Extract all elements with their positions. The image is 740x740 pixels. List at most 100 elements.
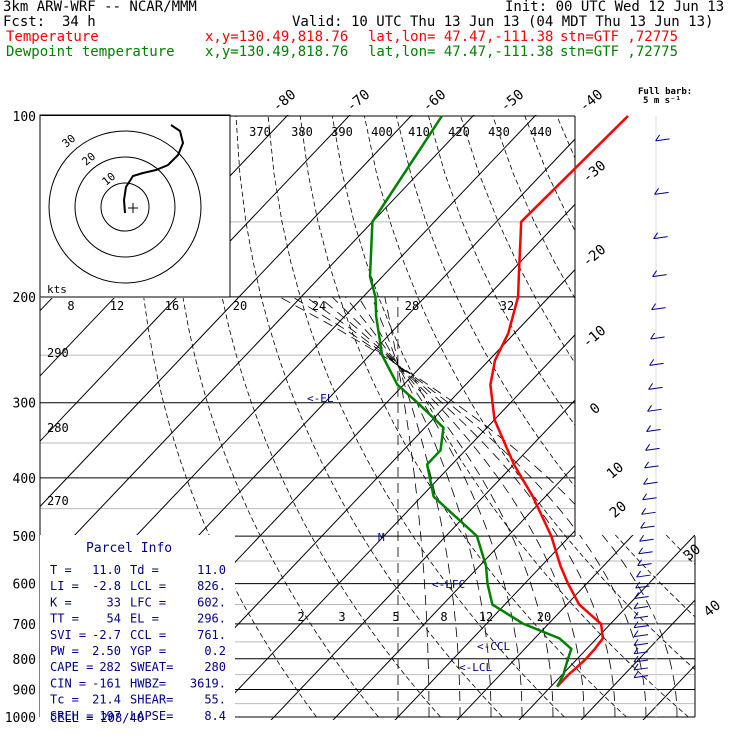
pressure-label-500: 500 — [13, 530, 36, 545]
isotherm-right-label--20: -20 — [580, 242, 610, 271]
wind-barb-flag-360 — [645, 444, 651, 451]
dry-adiabat-290-0 — [267, 115, 413, 535]
dry-adiabat-270-0 — [203, 115, 312, 535]
full-barb-units: 5 m s⁻¹ — [643, 96, 681, 106]
moist-adiabat-35-0 — [279, 296, 575, 505]
pressure-label-200: 200 — [13, 291, 36, 306]
dry-adiabat-260-1 — [259, 535, 379, 718]
parcel-label2-1: LCL = — [130, 579, 166, 593]
parcel-value-7: -161 — [92, 676, 121, 690]
moist-adiabat-25-1 — [556, 535, 616, 718]
dry-adiabat-370-0 — [524, 115, 575, 232]
dry-adiabat-430-0 — [717, 116, 740, 717]
wind-barb-flag-760 — [633, 639, 639, 646]
wind-barb-flag-385 — [644, 461, 650, 469]
isotherm-20-1 — [580, 599, 695, 720]
isotherm-right-label--10: -10 — [580, 323, 610, 352]
dry-adiabat-380-0 — [556, 115, 575, 160]
wind-barb-410 — [643, 481, 658, 485]
wind-barb-285 — [648, 386, 663, 390]
moist-adiabat-25-0 — [305, 296, 558, 535]
isotherm--100-0 — [40, 115, 413, 508]
wind-barb-flag-635 — [634, 592, 640, 599]
parcel-label2-8: SHEAR= — [130, 693, 173, 707]
parcel-value-6: 282 — [99, 660, 121, 674]
isotherm--80-0 — [136, 115, 537, 535]
dry-adiabat-310-1 — [513, 535, 689, 718]
hodograph-kts-label: kts — [47, 283, 67, 296]
wind-barb-260 — [649, 362, 664, 366]
mixing-ratio-label-20: 20 — [233, 299, 247, 313]
parcel-value2-5: 0.2 — [204, 644, 226, 658]
temperature-xy: x,y=130.49,818.76 — [205, 29, 349, 45]
moist-adiabat-0-0 — [371, 296, 444, 535]
wind-barb-flag-135 — [654, 188, 660, 195]
adiabat-left-label-290: 290 — [47, 346, 69, 360]
parcel-label2-4: CCL = — [130, 628, 166, 642]
isotherm--50-1 — [146, 535, 324, 720]
isotherm-right-label-10: 10 — [604, 459, 627, 482]
wind-barb-flag-335 — [646, 425, 652, 432]
wind-barb-flag-510 — [639, 534, 645, 542]
isotherm-40-0 — [696, 88, 740, 729]
ccl-marker: <-CCL — [477, 640, 510, 653]
wind-barb-135 — [654, 191, 669, 195]
isotherm-top-label--50: -50 — [498, 87, 528, 116]
mixing-ratio-label-24: 24 — [312, 299, 326, 313]
dry-adiabat-260-0 — [171, 115, 261, 535]
isotherm-top-label--70: -70 — [344, 87, 374, 116]
hodograph-frame — [39, 114, 231, 298]
parcel-value2-8: 55. — [204, 693, 226, 707]
wind-barb-flag-260 — [649, 359, 655, 366]
wind-barb-860 — [633, 675, 649, 679]
wind-barb-435 — [642, 497, 657, 501]
parcel-value-1: -2.8 — [92, 579, 121, 593]
isotherm-30-1 — [642, 664, 695, 720]
parcel-value2-3: 296. — [197, 612, 226, 626]
isotherm--30-0 — [446, 399, 575, 535]
isotherm--90-0 — [74, 115, 475, 535]
wind-barb-flag-235 — [650, 332, 656, 340]
pressure-label-800: 800 — [13, 653, 36, 668]
isotherm-right-label-20: 20 — [607, 498, 630, 521]
dry-adiabat-380-1 — [557, 116, 740, 717]
dry-adiabat-250-0 — [136, 115, 210, 535]
moist-adiabat-20-1 — [533, 535, 585, 718]
wind-barb-610 — [635, 585, 650, 589]
mixing-ratio-label-12: 12 — [110, 299, 124, 313]
parcel-label-5: PW = — [50, 644, 79, 658]
parcel-info-box: Parcel Info T = 11.0 Td = 11.0 LI = -2.8 LCL =… — [40, 535, 235, 725]
full-barb-label: Full barb: — [638, 87, 692, 97]
moist-adiabat-15-1 — [511, 535, 554, 718]
dry-adiabat-270-1 — [310, 535, 441, 718]
dry-adiabat-340-0 — [428, 115, 575, 427]
isotherm-top-label--40: -40 — [577, 87, 607, 116]
moist-adiabat-20-0 — [318, 296, 535, 535]
wind-barb-585 — [636, 574, 651, 578]
wind-barb-flag-785 — [633, 647, 639, 655]
parcel-label2-3: EL = — [130, 612, 159, 626]
dry-adiabat-370-1 — [525, 116, 740, 717]
dry-adiabat-420-1 — [685, 116, 740, 717]
dewpoint-legend: Dewpoint temperature — [6, 44, 175, 60]
temperature-stn: stn=GTF ,72775 — [560, 29, 679, 45]
dry-adiabat-330-0 — [396, 115, 575, 488]
wind-barb-810 — [633, 659, 649, 663]
moist-adiabat-0-1 — [442, 535, 461, 717]
isotherm-0-1 — [456, 535, 634, 720]
mixing-ratio-lower-label-8: 8 — [440, 610, 447, 624]
init-time: Init: 00 UTC Wed 12 Jun 13 — [505, 0, 725, 15]
wind-barb-460 — [641, 511, 656, 515]
wind-barb-flag-860 — [633, 671, 639, 678]
wind-barb-flag-610 — [635, 581, 641, 589]
parcel-value-2: 33 — [107, 595, 121, 609]
pressure-label-100: 100 — [13, 110, 36, 125]
parcel-value2-0: 11.0 — [197, 563, 226, 577]
mixing-ratio-lower-label-20: 20 — [537, 610, 551, 624]
isotherm--30-1 — [270, 535, 448, 720]
wind-barb-flag-585 — [636, 570, 642, 578]
dry-adiabat-320-1 — [564, 535, 695, 671]
dry-adiabat-390-1 — [589, 116, 740, 717]
dry-adiabat-340-1 — [665, 535, 695, 566]
